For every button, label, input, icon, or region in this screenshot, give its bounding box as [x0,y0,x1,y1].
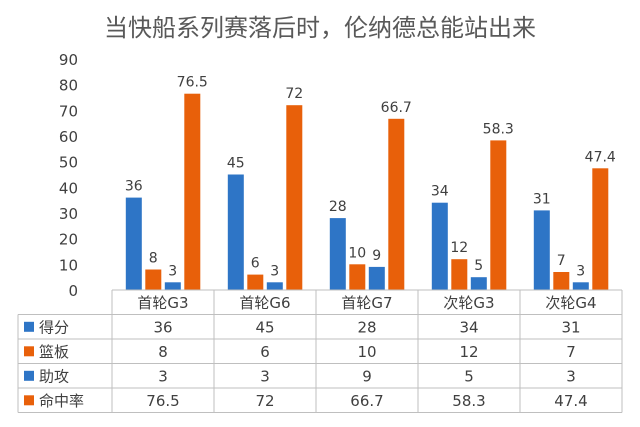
data-label: 28 [329,199,347,215]
table-cell: 31 [561,319,580,337]
bar [349,264,366,290]
legend-label: 命中率 [39,392,84,410]
bar [572,282,589,290]
data-label: 9 [372,248,381,264]
data-label: 7 [557,253,566,269]
bar [431,202,448,290]
legend-label: 篮板 [39,343,69,361]
bar [247,274,264,290]
bar [125,197,142,290]
y-tick-label: 90 [59,51,78,69]
bar [145,269,162,290]
category-label: 次轮G4 [545,294,596,312]
legend-swatch [24,395,34,406]
legend-label: 助攻 [39,368,69,386]
data-label: 12 [450,240,468,256]
table-cell: 3 [566,368,576,386]
bar [227,174,244,290]
legend-label: 得分 [39,319,69,337]
data-label: 3 [168,263,177,279]
data-label: 45 [227,156,245,172]
category-label: 首轮G7 [341,294,392,312]
data-label: 3 [270,263,279,279]
y-tick-label: 0 [68,282,78,300]
bar [184,93,201,290]
y-tick-label: 80 [59,77,78,95]
table-cell: 76.5 [146,392,179,410]
data-label: 72 [285,86,303,102]
table-cell: 6 [260,343,270,361]
y-tick-label: 40 [59,179,78,197]
bar [388,118,405,290]
data-label: 66.7 [381,100,412,116]
data-label: 34 [431,184,449,200]
data-label: 31 [533,191,551,207]
category-label: 首轮G6 [239,294,290,312]
table-cell: 3 [158,368,168,386]
table-cell: 10 [357,343,376,361]
y-tick-label: 60 [59,128,78,146]
table-cell: 5 [464,368,474,386]
y-tick-label: 70 [59,102,78,120]
y-tick-label: 20 [59,231,78,249]
y-tick-label: 50 [59,154,78,172]
category-label: 次轮G3 [443,294,494,312]
data-label: 58.3 [483,121,514,137]
data-label: 47.4 [585,149,616,165]
table-cell: 9 [362,368,372,386]
data-label: 10 [348,245,366,261]
bar [490,140,507,290]
table-cell: 45 [255,319,274,337]
bar [286,105,303,290]
data-label: 8 [149,250,158,266]
y-tick-label: 30 [59,205,78,223]
legend-swatch [24,370,34,381]
bar [266,282,283,290]
table-cell: 58.3 [452,392,485,410]
bar [368,266,385,290]
data-label: 76.5 [177,75,208,91]
category-label: 首轮G3 [137,294,188,312]
table-cell: 72 [255,392,274,410]
table-cell: 34 [459,319,478,337]
chart-title: 当快船系列赛落后时，伦纳德总能站出来 [104,14,536,42]
table-cell: 8 [158,343,168,361]
table-cell: 47.4 [554,392,587,410]
bar [164,282,181,290]
data-label: 36 [125,179,143,195]
data-label: 6 [251,256,260,272]
bar [533,210,550,290]
table-cell: 12 [459,343,478,361]
bar [470,277,487,290]
legend-swatch [24,346,34,357]
table-cell: 7 [566,343,576,361]
bar [592,168,609,290]
data-label: 5 [474,258,483,274]
data-label: 3 [576,263,585,279]
bar [451,259,468,290]
table-cell: 28 [357,319,376,337]
table-cell: 36 [153,319,172,337]
bar [553,272,570,290]
table-cell: 66.7 [350,392,383,410]
legend-swatch [24,321,34,332]
table-cell: 3 [260,368,270,386]
bar [329,218,346,290]
y-tick-label: 10 [59,256,78,274]
